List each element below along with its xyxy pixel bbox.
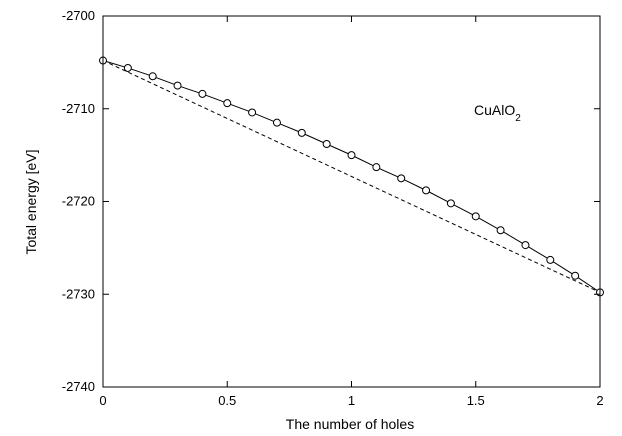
data-point <box>422 186 431 195</box>
data-point <box>123 63 132 72</box>
x-tick-label: 0 <box>99 393 106 408</box>
annotation-subscript: 2 <box>515 113 521 124</box>
data-point <box>223 99 232 108</box>
x-axis-label: The number of holes <box>286 416 414 432</box>
data-point <box>347 151 356 160</box>
series-dashed-line <box>102 60 601 293</box>
data-point <box>397 174 406 183</box>
plot-frame <box>102 15 601 388</box>
x-tick-label: 1.5 <box>467 393 485 408</box>
data-point <box>546 255 555 264</box>
data-point <box>372 163 381 172</box>
data-point <box>148 72 157 81</box>
data-point <box>297 128 306 137</box>
x-tick-label: 1 <box>348 393 355 408</box>
data-point <box>571 271 580 280</box>
data-point <box>496 226 505 235</box>
data-point <box>272 118 281 127</box>
data-point <box>446 199 455 208</box>
chart-annotation: CuAlO2 <box>474 102 521 124</box>
y-tick-label: -2730 <box>62 286 95 301</box>
y-tick-label: -2710 <box>62 101 95 116</box>
data-point <box>248 108 257 117</box>
y-tick-label: -2700 <box>62 8 95 23</box>
x-tick-label: 2 <box>596 393 603 408</box>
data-point <box>173 81 182 90</box>
data-point <box>322 139 331 148</box>
y-tick-label: -2740 <box>62 379 95 394</box>
y-axis-label: Total energy [eV] <box>23 149 39 254</box>
annotation-base: CuAlO <box>474 102 515 118</box>
x-tick-label: 0.5 <box>218 393 236 408</box>
y-tick-label: -2720 <box>62 194 95 209</box>
data-point <box>471 212 480 221</box>
data-point <box>521 241 530 250</box>
data-point <box>198 89 207 98</box>
